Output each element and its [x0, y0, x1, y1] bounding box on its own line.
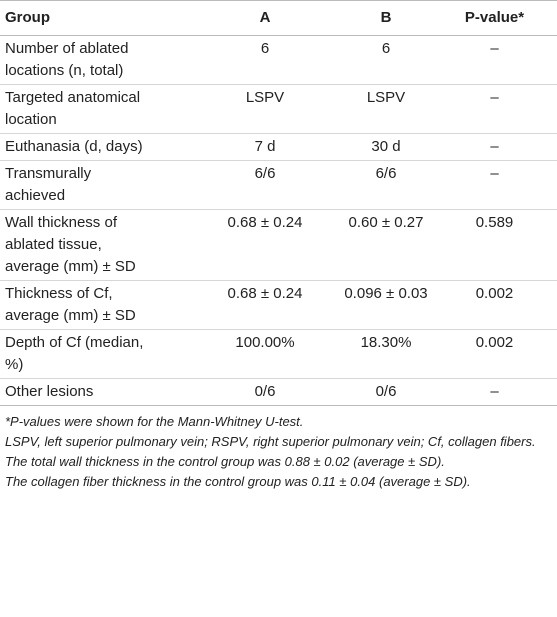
table-cell: 0.002	[432, 329, 557, 379]
header-cell: A	[190, 0, 340, 36]
table-cell: –	[432, 133, 557, 161]
table-cell: 30 d	[340, 133, 432, 161]
table-cell: 0.68 ± 0.24	[190, 280, 340, 330]
table-cell: 0/6	[340, 378, 432, 406]
header-cell: Group	[0, 0, 190, 36]
footnote: LSPV, left superior pulmonary vein; RSPV…	[5, 434, 536, 449]
table-row: Targeted anatomical location LSPV LSPV –	[0, 84, 557, 134]
row-label: Wall thickness of ablated tissue, averag…	[0, 209, 190, 281]
header-cell: P-value*	[432, 0, 557, 36]
data-table: Group A B P-value* Number of ablated locati…	[0, 0, 557, 406]
row-label: Number of ablated locations (n, total)	[0, 35, 190, 85]
row-label: Other lesions	[0, 378, 190, 406]
row-label: Targeted anatomical location	[0, 84, 190, 134]
table-cell: 0.589	[432, 209, 557, 281]
table-cell: 0/6	[190, 378, 340, 406]
table-cell: 0.60 ± 0.27	[340, 209, 432, 281]
header-row: Group A B P-value*	[0, 0, 557, 36]
table-row: Transmurally achieved 6/6 6/6–	[0, 160, 557, 210]
footnote: The collagen fiber thickness in the cont…	[5, 474, 471, 489]
row-label: Thickness of Cf, average (mm) ± SD	[0, 280, 190, 330]
footnote: The total wall thickness in the control …	[5, 454, 445, 469]
table-cell: 0.096 ± 0.03	[340, 280, 432, 330]
table-row: Wall thickness of ablated tissue, averag…	[0, 209, 557, 281]
footnotes: *P-values were shown for the Mann-Whitne…	[0, 406, 557, 492]
table-cell: 0.002	[432, 280, 557, 330]
table-cell: 0.68 ± 0.24	[190, 209, 340, 281]
table-row: Number of ablated locations (n, total) 6 6…	[0, 35, 557, 85]
table-row: Other lesions 0/6 0/6–	[0, 378, 557, 406]
table-cell: –	[432, 84, 557, 134]
table-cell: LSPV	[340, 84, 432, 134]
table-row: Thickness of Cf, average (mm) ± SD 0.68 ±…	[0, 280, 557, 330]
table-cell: –	[432, 35, 557, 85]
header-cell: B	[340, 0, 432, 36]
table-row: Euthanasia (d, days) 7 d 30 d –	[0, 133, 557, 161]
table-cell: 7 d	[190, 133, 340, 161]
table-cell: –	[432, 378, 557, 406]
row-label: Depth of Cf (median, %)	[0, 329, 190, 379]
row-label: Transmurally achieved	[0, 160, 190, 210]
table-row: Depth of Cf (median, %) 100.00% 18.30% 0.00…	[0, 329, 557, 379]
table-cell: 6	[340, 35, 432, 85]
table-cell: 100.00%	[190, 329, 340, 379]
table-cell: 6/6	[190, 160, 340, 210]
footnote: *P-values were shown for the Mann-Whitne…	[5, 414, 304, 429]
table-cell: –	[432, 160, 557, 210]
table-cell: 6/6	[340, 160, 432, 210]
table-cell: 6	[190, 35, 340, 85]
table-cell: 18.30%	[340, 329, 432, 379]
row-label: Euthanasia (d, days)	[0, 133, 190, 161]
table-cell: LSPV	[190, 84, 340, 134]
